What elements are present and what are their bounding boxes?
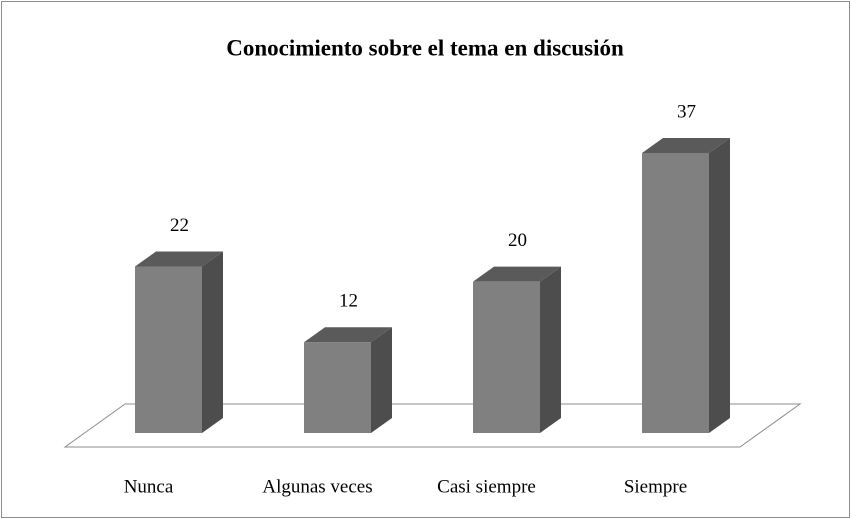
bar: [473, 281, 540, 433]
bar-top: [304, 327, 392, 343]
bar: [642, 153, 709, 433]
bar: [135, 266, 202, 433]
bar-top: [473, 266, 561, 282]
data-label: 12: [339, 291, 358, 312]
data-label: 20: [508, 230, 527, 251]
bar: [304, 342, 371, 433]
chart-title: Conocimiento sobre el tema en discusión: [226, 35, 624, 60]
x-tick-label: Siempre: [624, 476, 687, 497]
bar-side: [709, 138, 730, 433]
data-label: 22: [170, 215, 189, 236]
bar-side: [202, 251, 223, 433]
bar-side: [540, 266, 561, 433]
x-tick-label: Casi siempre: [437, 476, 536, 497]
bar-top: [642, 138, 730, 153]
data-label: 37: [677, 101, 696, 122]
x-tick-label: Algunas veces: [262, 476, 372, 497]
floor: [63, 403, 802, 448]
bar-top: [135, 251, 223, 267]
bar-side: [371, 327, 392, 433]
x-tick-label: Nunca: [124, 476, 174, 497]
